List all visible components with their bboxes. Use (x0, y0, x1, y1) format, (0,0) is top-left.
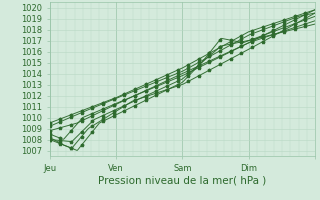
X-axis label: Pression niveau de la mer( hPa ): Pression niveau de la mer( hPa ) (98, 175, 267, 185)
